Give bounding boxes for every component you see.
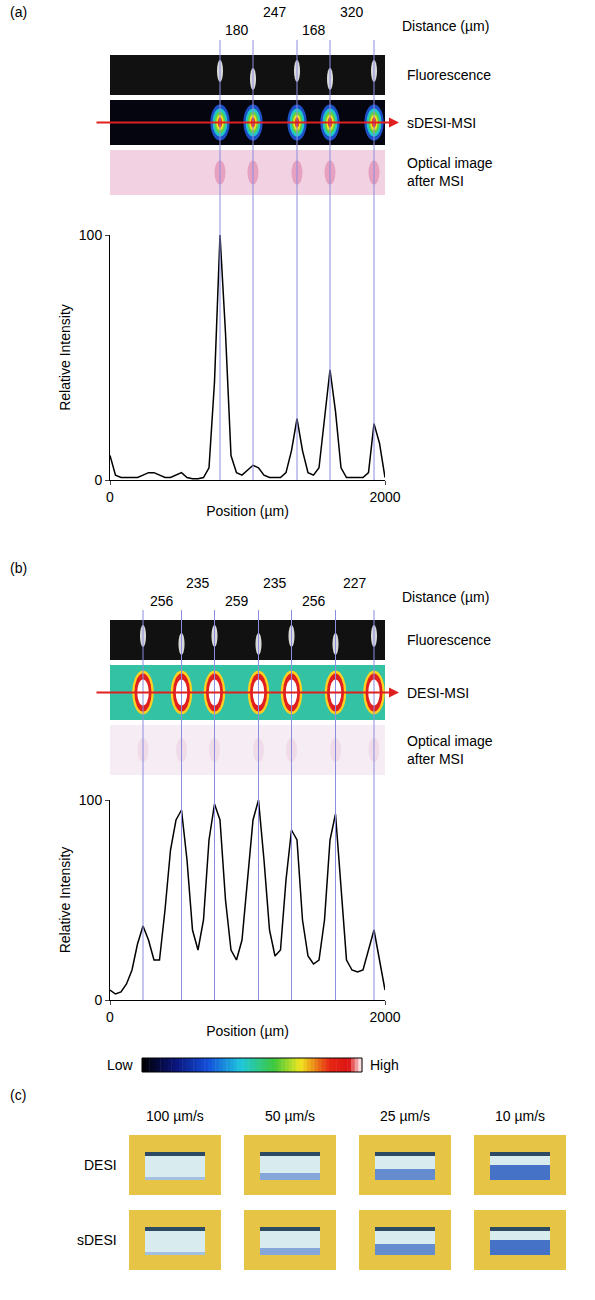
svg-text:2000: 2000 xyxy=(369,489,400,505)
svg-text:0: 0 xyxy=(94,992,102,1008)
svg-text:247: 247 xyxy=(263,4,287,20)
svg-text:Relative Intensity: Relative Intensity xyxy=(57,847,73,954)
svg-text:259: 259 xyxy=(225,593,249,609)
svg-text:(c): (c) xyxy=(10,1087,26,1103)
svg-text:10 µm/s: 10 µm/s xyxy=(495,1108,545,1124)
svg-text:100 µm/s: 100 µm/s xyxy=(146,1108,204,1124)
svg-text:Low: Low xyxy=(107,1057,134,1073)
svg-text:227: 227 xyxy=(343,575,367,591)
svg-text:(a): (a) xyxy=(10,4,27,20)
svg-text:256: 256 xyxy=(302,593,326,609)
svg-text:100: 100 xyxy=(79,792,103,808)
svg-text:235: 235 xyxy=(186,575,210,591)
svg-text:320: 320 xyxy=(340,4,364,20)
svg-text:50 µm/s: 50 µm/s xyxy=(265,1108,315,1124)
svg-text:Position (µm): Position (µm) xyxy=(206,1023,289,1039)
svg-text:168: 168 xyxy=(302,22,326,38)
svg-text:Optical imageafter MSI: Optical imageafter MSI xyxy=(407,155,493,189)
svg-text:Fluorescence: Fluorescence xyxy=(407,632,491,648)
svg-text:Fluorescence: Fluorescence xyxy=(407,67,491,83)
svg-text:25 µm/s: 25 µm/s xyxy=(380,1108,430,1124)
svg-text:0: 0 xyxy=(106,1009,114,1025)
svg-text:sDESI: sDESI xyxy=(77,1232,117,1248)
svg-text:Optical imageafter MSI: Optical imageafter MSI xyxy=(407,733,493,767)
svg-text:Distance (µm): Distance (µm) xyxy=(402,589,489,605)
svg-text:Position (µm): Position (µm) xyxy=(206,503,289,519)
svg-text:Relative Intensity: Relative Intensity xyxy=(57,304,73,411)
svg-text:DESI: DESI xyxy=(84,1157,117,1173)
svg-text:100: 100 xyxy=(79,227,103,243)
svg-text:0: 0 xyxy=(94,472,102,488)
svg-text:180: 180 xyxy=(225,22,249,38)
svg-text:2000: 2000 xyxy=(369,1009,400,1025)
svg-text:235: 235 xyxy=(263,575,287,591)
svg-text:(b): (b) xyxy=(10,560,27,576)
svg-text:sDESI-MSI: sDESI-MSI xyxy=(407,115,476,131)
svg-text:0: 0 xyxy=(106,489,114,505)
svg-text:Distance (µm): Distance (µm) xyxy=(402,18,489,34)
svg-text:256: 256 xyxy=(150,593,174,609)
svg-text:DESI-MSI: DESI-MSI xyxy=(407,685,469,701)
svg-text:High: High xyxy=(370,1057,399,1073)
